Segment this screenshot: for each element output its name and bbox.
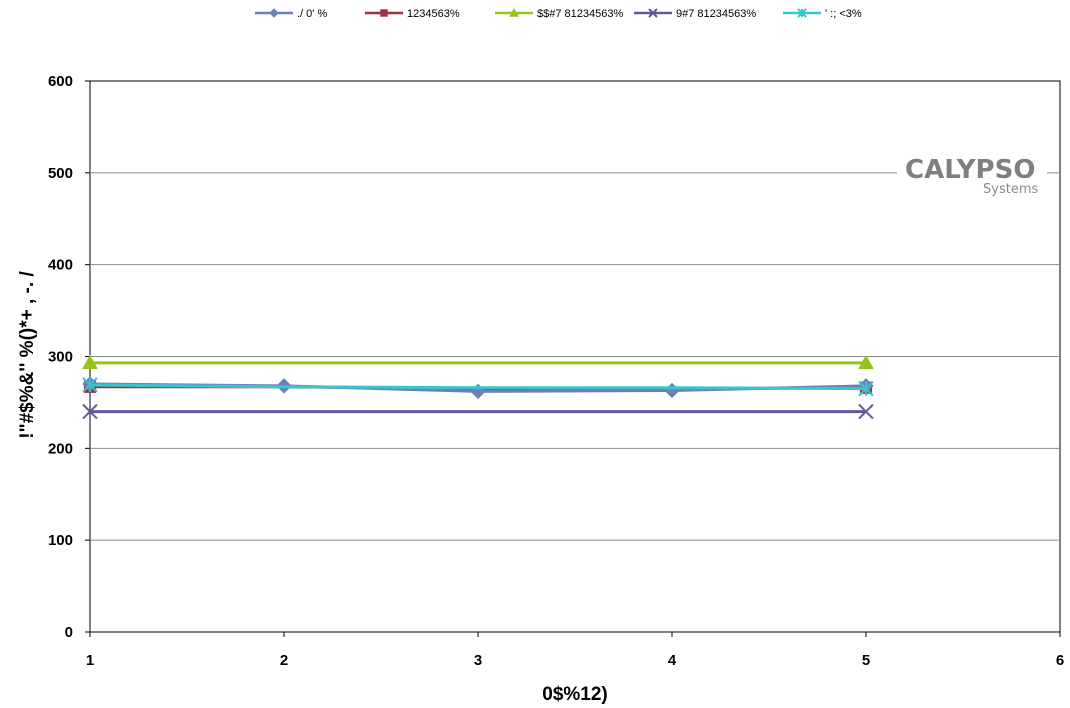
data-point-stroke bbox=[82, 403, 98, 420]
logo-text: CALYPSO bbox=[905, 155, 1035, 185]
data-point bbox=[648, 8, 658, 18]
data-point bbox=[797, 8, 807, 18]
series-3 bbox=[82, 354, 874, 370]
logo-subtext: Systems bbox=[983, 182, 1038, 197]
data-point bbox=[82, 403, 98, 420]
data-point bbox=[82, 377, 98, 393]
x-tick-label: 6 bbox=[1056, 652, 1064, 669]
legend-label: 9#7 81234563% bbox=[676, 8, 756, 20]
legend-item: ./ 0' % bbox=[255, 8, 327, 20]
data-point bbox=[858, 380, 874, 397]
x-tick-label: 1 bbox=[86, 652, 94, 669]
legend: ./ 0' % 1234563% $$#7 81234563% 9#7 8123456… bbox=[255, 7, 862, 20]
data-point-stroke bbox=[648, 8, 658, 18]
series-4 bbox=[82, 403, 874, 420]
y-tick-label: 500 bbox=[48, 165, 73, 182]
data-point bbox=[82, 354, 98, 370]
legend-label: 1234563% bbox=[407, 8, 460, 20]
y-tick-label: 100 bbox=[48, 532, 73, 549]
y-axis-ticks: 0 100 200 300 400 500 600 bbox=[48, 73, 73, 641]
data-point bbox=[509, 7, 519, 17]
y-axis-title: !"#$%&'' %()*+ , -. / bbox=[17, 271, 38, 439]
series-line bbox=[89, 383, 867, 391]
data-point-stroke bbox=[858, 403, 874, 420]
x-tick-label: 3 bbox=[474, 652, 482, 669]
series-group bbox=[82, 354, 874, 420]
series-5 bbox=[82, 377, 874, 397]
x-tick-label: 4 bbox=[668, 652, 677, 669]
legend-label: ./ 0' % bbox=[297, 8, 327, 20]
y-tick-label: 400 bbox=[48, 257, 73, 274]
y-tick-label: 0 bbox=[65, 624, 73, 641]
data-point bbox=[380, 9, 388, 17]
x-tick-label: 5 bbox=[862, 652, 870, 669]
x-tick-label: 2 bbox=[280, 652, 288, 669]
legend-item: 1234563% bbox=[365, 8, 460, 20]
data-point bbox=[858, 354, 874, 370]
y-tick-label: 600 bbox=[48, 73, 73, 90]
legend-label: ' :; <3% bbox=[825, 8, 862, 20]
y-tick-label: 300 bbox=[48, 349, 73, 366]
legend-item: 9#7 81234563% bbox=[634, 8, 756, 20]
watermark-logo: CALYPSO Systems bbox=[897, 148, 1047, 198]
data-point bbox=[269, 8, 279, 18]
legend-label: $$#7 81234563% bbox=[537, 8, 623, 20]
x-axis-title: 0$%12) bbox=[542, 684, 608, 705]
y-tick-label: 200 bbox=[48, 440, 73, 457]
x-axis-ticks: 1 2 3 4 5 6 bbox=[86, 652, 1064, 669]
data-point bbox=[858, 403, 874, 420]
legend-item: $$#7 81234563% bbox=[495, 7, 623, 20]
legend-item: ' :; <3% bbox=[783, 8, 862, 20]
